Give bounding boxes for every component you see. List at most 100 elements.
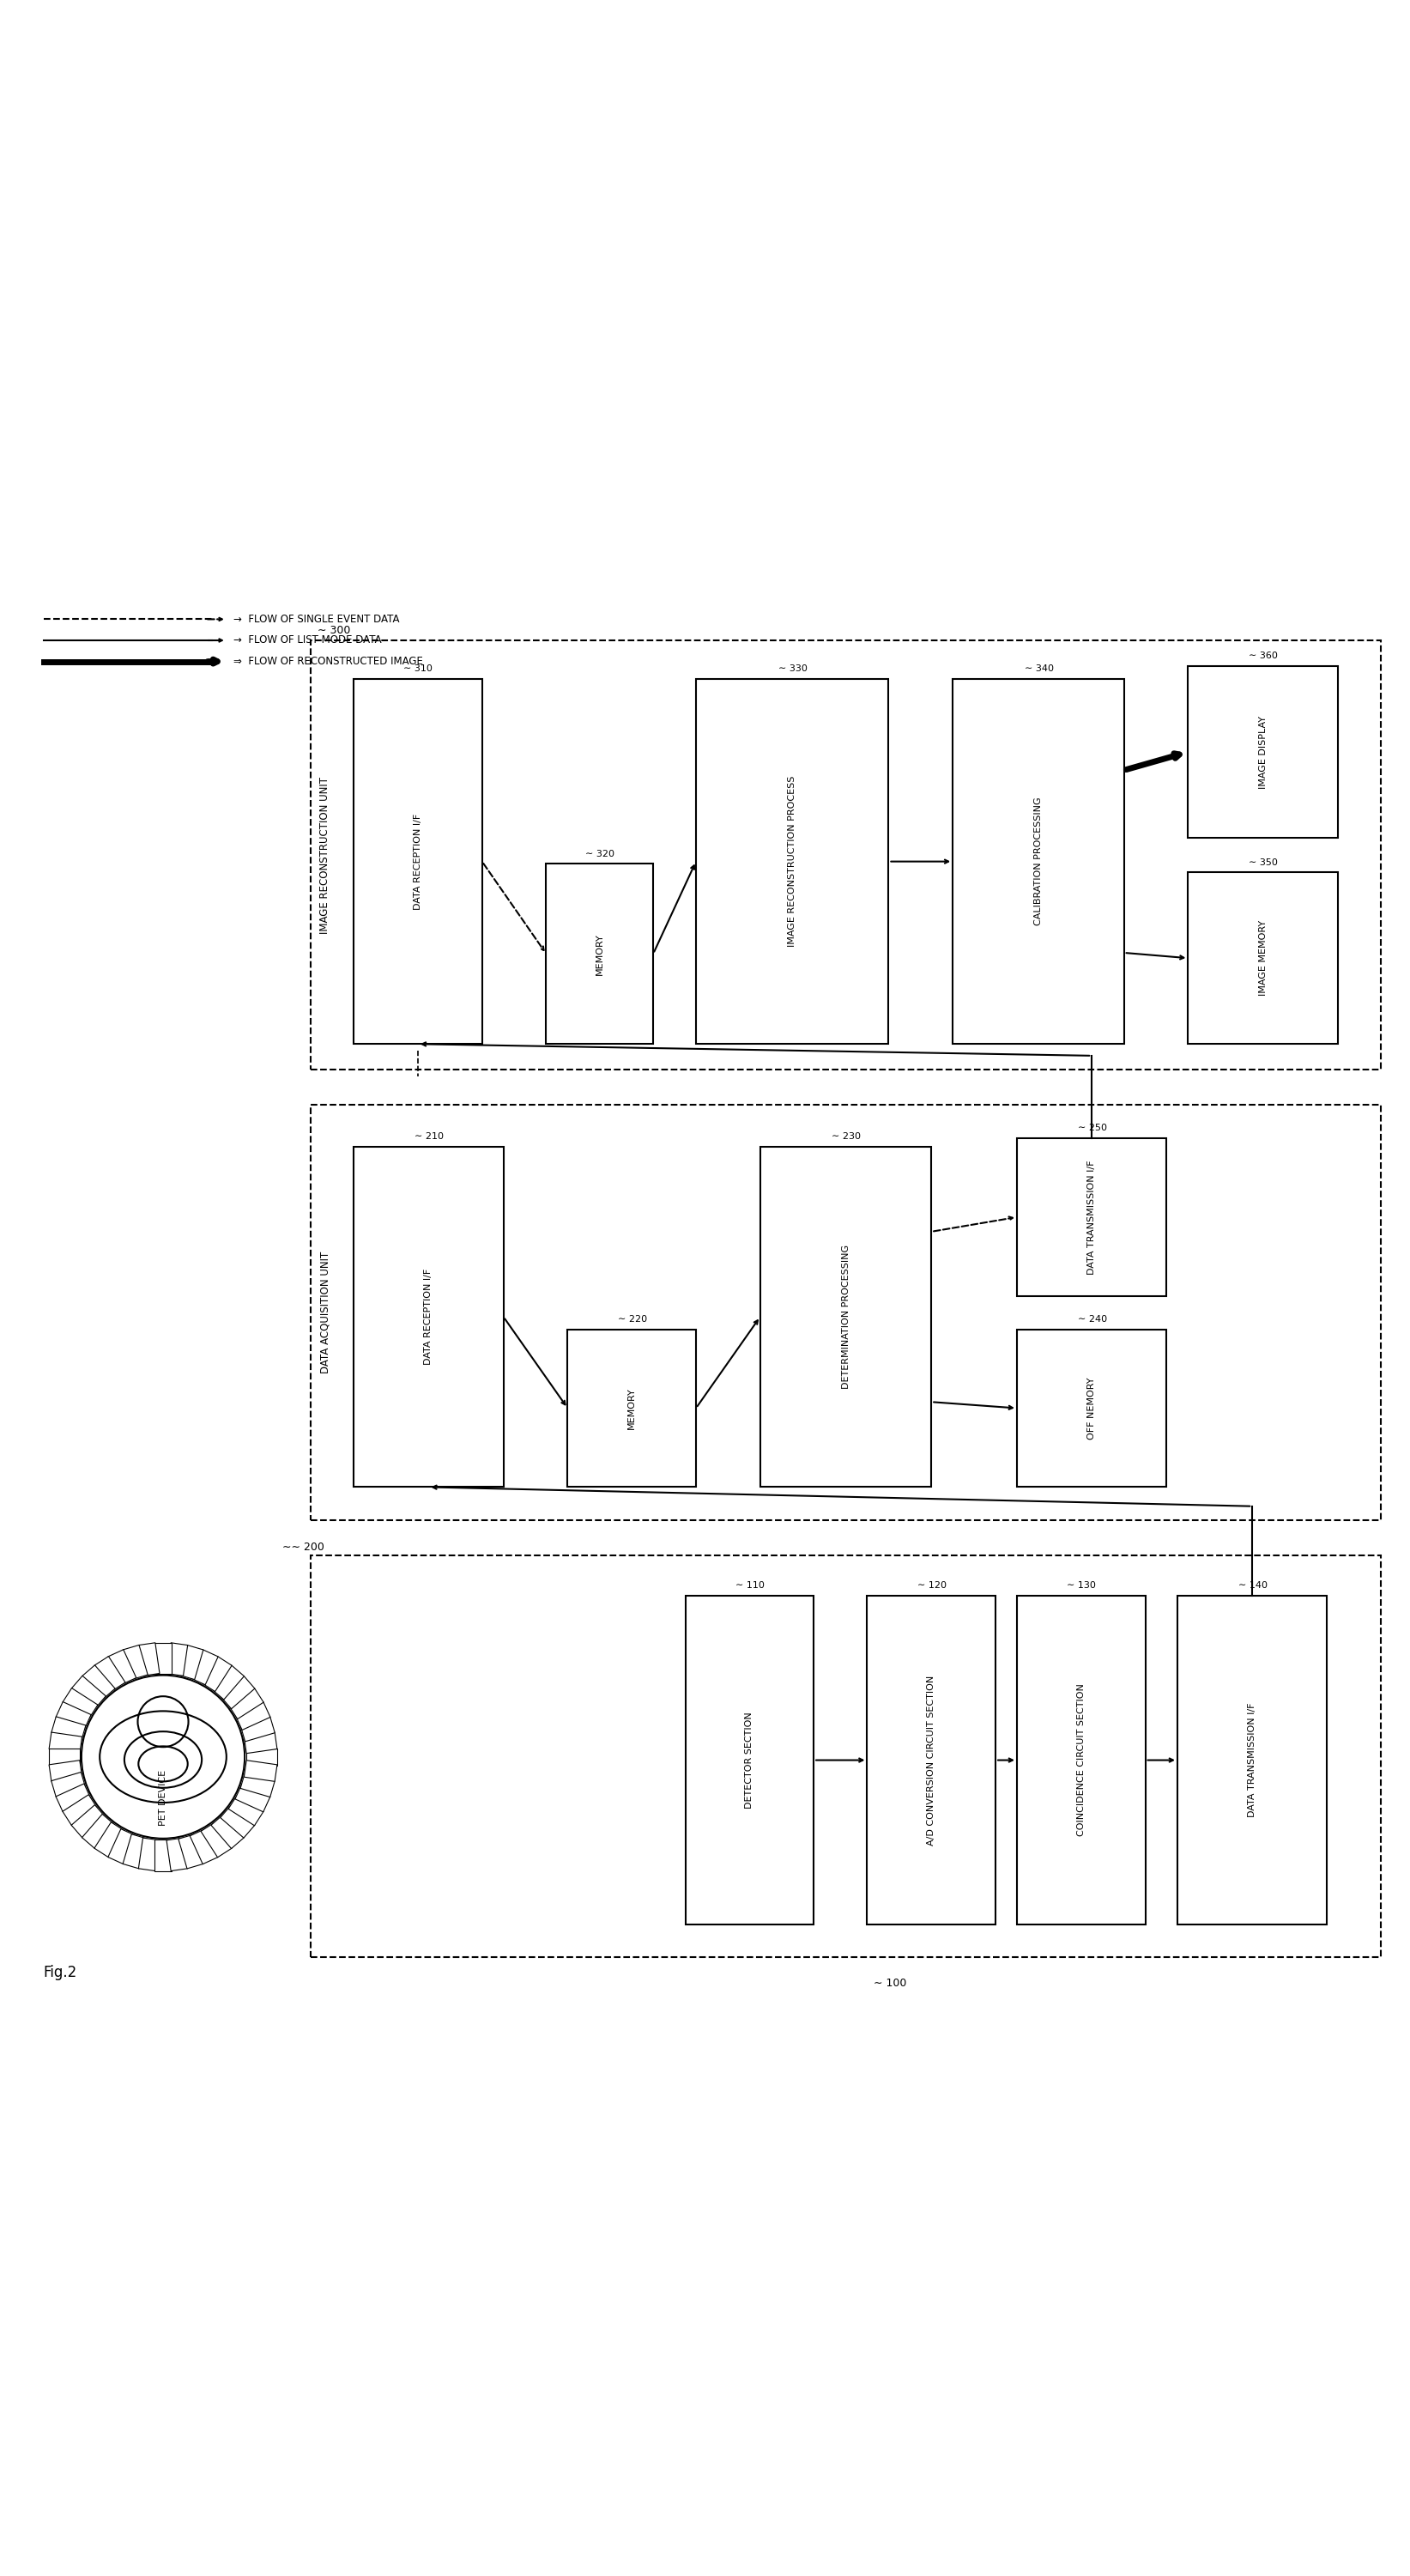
Text: →  FLOW OF SINGLE EVENT DATA: → FLOW OF SINGLE EVENT DATA bbox=[234, 613, 399, 626]
FancyArrowPatch shape bbox=[891, 860, 949, 863]
Text: MEMORY: MEMORY bbox=[627, 1388, 636, 1430]
Text: ∼ 310: ∼ 310 bbox=[403, 665, 433, 672]
Text: ∼ 230: ∼ 230 bbox=[832, 1133, 862, 1141]
Bar bbox=[220, 1806, 255, 1837]
Bar bbox=[56, 1703, 92, 1731]
Text: ∼ 120: ∼ 120 bbox=[918, 1582, 946, 1589]
Text: DATA ACQUISITION UNIT: DATA ACQUISITION UNIT bbox=[320, 1252, 330, 1373]
Bar bbox=[109, 1829, 137, 1865]
Bar bbox=[1177, 1595, 1327, 1924]
Bar bbox=[166, 1643, 188, 1677]
Bar bbox=[1017, 1595, 1145, 1924]
Bar bbox=[51, 1772, 86, 1798]
Bar bbox=[697, 680, 888, 1043]
Text: ∼ 100: ∼ 100 bbox=[874, 1978, 907, 1989]
Bar bbox=[123, 1834, 148, 1868]
Bar bbox=[82, 1664, 116, 1700]
Bar bbox=[310, 1556, 1380, 1958]
FancyArrowPatch shape bbox=[998, 1759, 1012, 1762]
Bar bbox=[228, 1687, 264, 1718]
FancyArrowPatch shape bbox=[1127, 752, 1179, 770]
Text: ∼ 350: ∼ 350 bbox=[1249, 858, 1277, 866]
Text: DATA RECEPTION I/F: DATA RECEPTION I/F bbox=[413, 814, 422, 909]
Text: ∼ 360: ∼ 360 bbox=[1249, 652, 1277, 659]
FancyArrowPatch shape bbox=[1148, 1759, 1173, 1762]
Text: A/D CONVERSION CIRCUIT SECTION: A/D CONVERSION CIRCUIT SECTION bbox=[926, 1674, 936, 1844]
Bar bbox=[1017, 1139, 1166, 1296]
Text: DATA RECEPTION I/F: DATA RECEPTION I/F bbox=[424, 1267, 433, 1365]
Text: CALIBRATION PROCESSING: CALIBRATION PROCESSING bbox=[1034, 799, 1042, 925]
Text: ∼ 210: ∼ 210 bbox=[415, 1133, 444, 1141]
FancyArrowPatch shape bbox=[933, 1401, 1012, 1409]
FancyArrowPatch shape bbox=[933, 1216, 1012, 1231]
FancyArrowPatch shape bbox=[1127, 953, 1184, 958]
FancyArrowPatch shape bbox=[207, 618, 221, 621]
Bar bbox=[178, 1834, 203, 1868]
Bar bbox=[247, 1749, 278, 1765]
Bar bbox=[244, 1731, 278, 1754]
Text: ∼ 220: ∼ 220 bbox=[618, 1314, 647, 1324]
FancyArrowPatch shape bbox=[207, 659, 217, 665]
Text: ∼ 320: ∼ 320 bbox=[585, 850, 615, 858]
Bar bbox=[62, 1795, 97, 1826]
Bar bbox=[354, 680, 482, 1043]
Bar bbox=[685, 1595, 814, 1924]
FancyArrowPatch shape bbox=[422, 1043, 1090, 1056]
Text: ∼ 110: ∼ 110 bbox=[736, 1582, 764, 1589]
Bar bbox=[138, 1837, 159, 1870]
Bar bbox=[138, 1643, 159, 1677]
Bar bbox=[310, 1105, 1380, 1520]
Bar bbox=[72, 1806, 106, 1837]
Text: ∼ 250: ∼ 250 bbox=[1077, 1123, 1107, 1133]
Bar bbox=[760, 1146, 932, 1486]
Bar bbox=[546, 863, 653, 1043]
Text: IMAGE DISPLAY: IMAGE DISPLAY bbox=[1259, 716, 1268, 788]
Text: COINCIDENCE CIRCUIT SECTION: COINCIDENCE CIRCUIT SECTION bbox=[1077, 1685, 1086, 1837]
Text: ∼ 130: ∼ 130 bbox=[1067, 1582, 1096, 1589]
Bar bbox=[123, 1646, 148, 1680]
Text: PET DEVICE: PET DEVICE bbox=[159, 1770, 168, 1826]
FancyArrowPatch shape bbox=[654, 866, 694, 951]
Bar bbox=[49, 1759, 82, 1783]
Bar bbox=[228, 1795, 264, 1826]
FancyArrowPatch shape bbox=[505, 1319, 565, 1404]
Bar bbox=[109, 1649, 137, 1685]
Bar bbox=[211, 1814, 244, 1850]
Text: DETERMINATION PROCESSING: DETERMINATION PROCESSING bbox=[842, 1244, 850, 1388]
FancyArrowPatch shape bbox=[698, 1321, 757, 1406]
Bar bbox=[1189, 873, 1338, 1043]
Text: DETECTOR SECTION: DETECTOR SECTION bbox=[746, 1713, 754, 1808]
Text: DATA TRANSMISSION I/F: DATA TRANSMISSION I/F bbox=[1087, 1159, 1096, 1275]
Bar bbox=[166, 1837, 188, 1870]
FancyArrowPatch shape bbox=[816, 1759, 863, 1762]
Bar bbox=[49, 1731, 82, 1754]
Text: DATA TRANSMISSION I/F: DATA TRANSMISSION I/F bbox=[1248, 1703, 1256, 1819]
Text: ∼ 140: ∼ 140 bbox=[1238, 1582, 1268, 1589]
Text: MEMORY: MEMORY bbox=[595, 933, 603, 974]
Text: ⇒  FLOW OF RECONSTRUCTED IMAGE: ⇒ FLOW OF RECONSTRUCTED IMAGE bbox=[234, 657, 423, 667]
Bar bbox=[51, 1716, 86, 1741]
Bar bbox=[155, 1643, 172, 1674]
Bar bbox=[56, 1783, 92, 1811]
Bar bbox=[244, 1759, 278, 1783]
Text: ∼ 240: ∼ 240 bbox=[1077, 1314, 1107, 1324]
Bar bbox=[568, 1329, 697, 1486]
FancyArrowPatch shape bbox=[484, 863, 544, 951]
Text: ∼ 340: ∼ 340 bbox=[1024, 665, 1053, 672]
Text: IMAGE RECONSTRUCTION PROCESS: IMAGE RECONSTRUCTION PROCESS bbox=[788, 775, 797, 948]
Bar bbox=[240, 1772, 275, 1798]
Bar bbox=[49, 1749, 80, 1765]
Bar bbox=[1017, 1329, 1166, 1486]
Text: ∼ 300: ∼ 300 bbox=[317, 626, 351, 636]
Text: ∼∼ 200: ∼∼ 200 bbox=[283, 1540, 324, 1553]
Bar bbox=[94, 1821, 125, 1857]
Text: OFF NEMORY: OFF NEMORY bbox=[1087, 1378, 1096, 1440]
Bar bbox=[235, 1783, 271, 1811]
Text: Fig.2: Fig.2 bbox=[44, 1965, 78, 1981]
Bar bbox=[310, 641, 1380, 1069]
Bar bbox=[867, 1595, 995, 1924]
Text: IMAGE MEMORY: IMAGE MEMORY bbox=[1259, 920, 1268, 997]
Text: ∼ 330: ∼ 330 bbox=[778, 665, 808, 672]
Bar bbox=[1189, 667, 1338, 837]
Bar bbox=[220, 1677, 255, 1708]
